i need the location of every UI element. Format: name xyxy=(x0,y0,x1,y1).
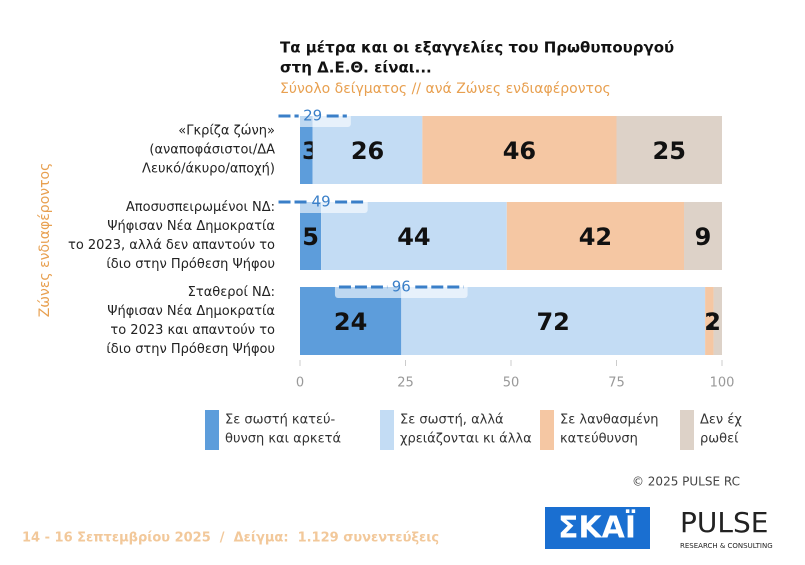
logo-pulse-sub: RESEARCH & CONSULTING xyxy=(680,542,773,550)
total-label: 96 xyxy=(392,278,411,296)
x-tick-label: 100 xyxy=(710,376,735,391)
category-label: Αποσυσπειρωμένοι ΝΔ: xyxy=(126,200,275,215)
bar-segment xyxy=(506,202,685,270)
legend-label: Δεν έχ xyxy=(700,413,742,428)
value-label: 24 xyxy=(334,308,367,336)
bar-segment xyxy=(713,287,722,355)
value-label: 46 xyxy=(503,137,536,165)
legend-swatch xyxy=(540,410,554,450)
logo-pulse: PULSE xyxy=(680,506,768,539)
legend-label: χρειάζονται κι άλλα xyxy=(400,432,532,447)
legend-label: κατεύθυνση xyxy=(560,432,638,447)
x-tick-label: 50 xyxy=(503,376,520,391)
value-label: 9 xyxy=(695,223,712,251)
legend-swatch xyxy=(680,410,694,450)
total-box xyxy=(274,105,351,127)
category-label: Ψήφισαν Νέα Δημοκρατία xyxy=(107,304,275,319)
legend-swatch xyxy=(380,410,394,450)
value-label: 25 xyxy=(653,137,686,165)
bar-segment xyxy=(616,116,722,184)
legend-swatch xyxy=(205,410,219,450)
logo-box xyxy=(545,507,650,549)
total-box xyxy=(334,276,468,298)
bar-segment xyxy=(321,202,507,270)
bar-segment xyxy=(300,202,322,270)
bar-segment xyxy=(401,287,706,355)
value-label: 72 xyxy=(536,308,569,336)
bar-segment xyxy=(312,116,423,184)
bar-segment xyxy=(705,287,714,355)
category-label: Λευκό/άκυρο/αποχή) xyxy=(142,162,275,177)
value-label: 42 xyxy=(579,223,612,251)
total-box xyxy=(274,191,368,213)
legend-label: ρωθεί xyxy=(700,432,739,447)
value-label: 44 xyxy=(397,223,430,251)
bar-segment xyxy=(422,116,617,184)
category-label: ίδιο στην Πρόθεση Ψήφου xyxy=(106,342,275,357)
bar-segment xyxy=(684,202,722,270)
legend-label: Σε λανθασμένη xyxy=(560,413,658,428)
x-tick-label: 0 xyxy=(296,376,304,391)
logo-skai: ΣΚΑΪ xyxy=(558,510,636,546)
footer: 14 - 16 Σεπτεμβρίου 2025 / Δείγμα: 1.129… xyxy=(22,531,439,546)
legend-label: Σε σωστή, αλλά xyxy=(400,413,504,428)
title-line: Τα μέτρα και οι εξαγγελίες του Πρωθυπουρ… xyxy=(280,39,674,57)
category-label: το 2023 και απαντούν το xyxy=(110,323,275,338)
bar-segment xyxy=(300,116,313,184)
value-label: 2 xyxy=(704,308,721,336)
total-label: 29 xyxy=(303,107,322,125)
subtitle: Σύνολο δείγματος // ανά Ζώνες ενδιαφέρον… xyxy=(280,81,611,97)
x-tick-label: 75 xyxy=(608,376,625,391)
y-axis-label: Ζώνες ενδιαφέροντος xyxy=(37,163,53,318)
category-label: «Γκρίζα ζώνη» xyxy=(178,124,275,139)
category-label: Σταθεροί ΝΔ: xyxy=(188,285,275,300)
copyright: © 2025 PULSE RC xyxy=(632,475,740,489)
value-label: 26 xyxy=(351,137,384,165)
legend-label: Σε σωστή κατεύ- xyxy=(225,413,336,428)
title-line: στη Δ.Ε.Θ. είναι... xyxy=(280,59,432,77)
bar-segment xyxy=(300,287,402,355)
value-label: 5 xyxy=(302,223,319,251)
category-label: το 2023, αλλά δεν απαντούν το xyxy=(68,238,275,253)
category-label: ίδιο στην Πρόθεση Ψήφου xyxy=(106,257,275,272)
category-label: Ψήφισαν Νέα Δημοκρατία xyxy=(107,219,275,234)
total-label: 49 xyxy=(312,193,331,211)
x-tick-label: 25 xyxy=(397,376,414,391)
category-label: (αναποφάσιστοι/ΔΑ xyxy=(149,143,275,158)
legend-label: θυνση και αρκετά xyxy=(225,432,341,447)
